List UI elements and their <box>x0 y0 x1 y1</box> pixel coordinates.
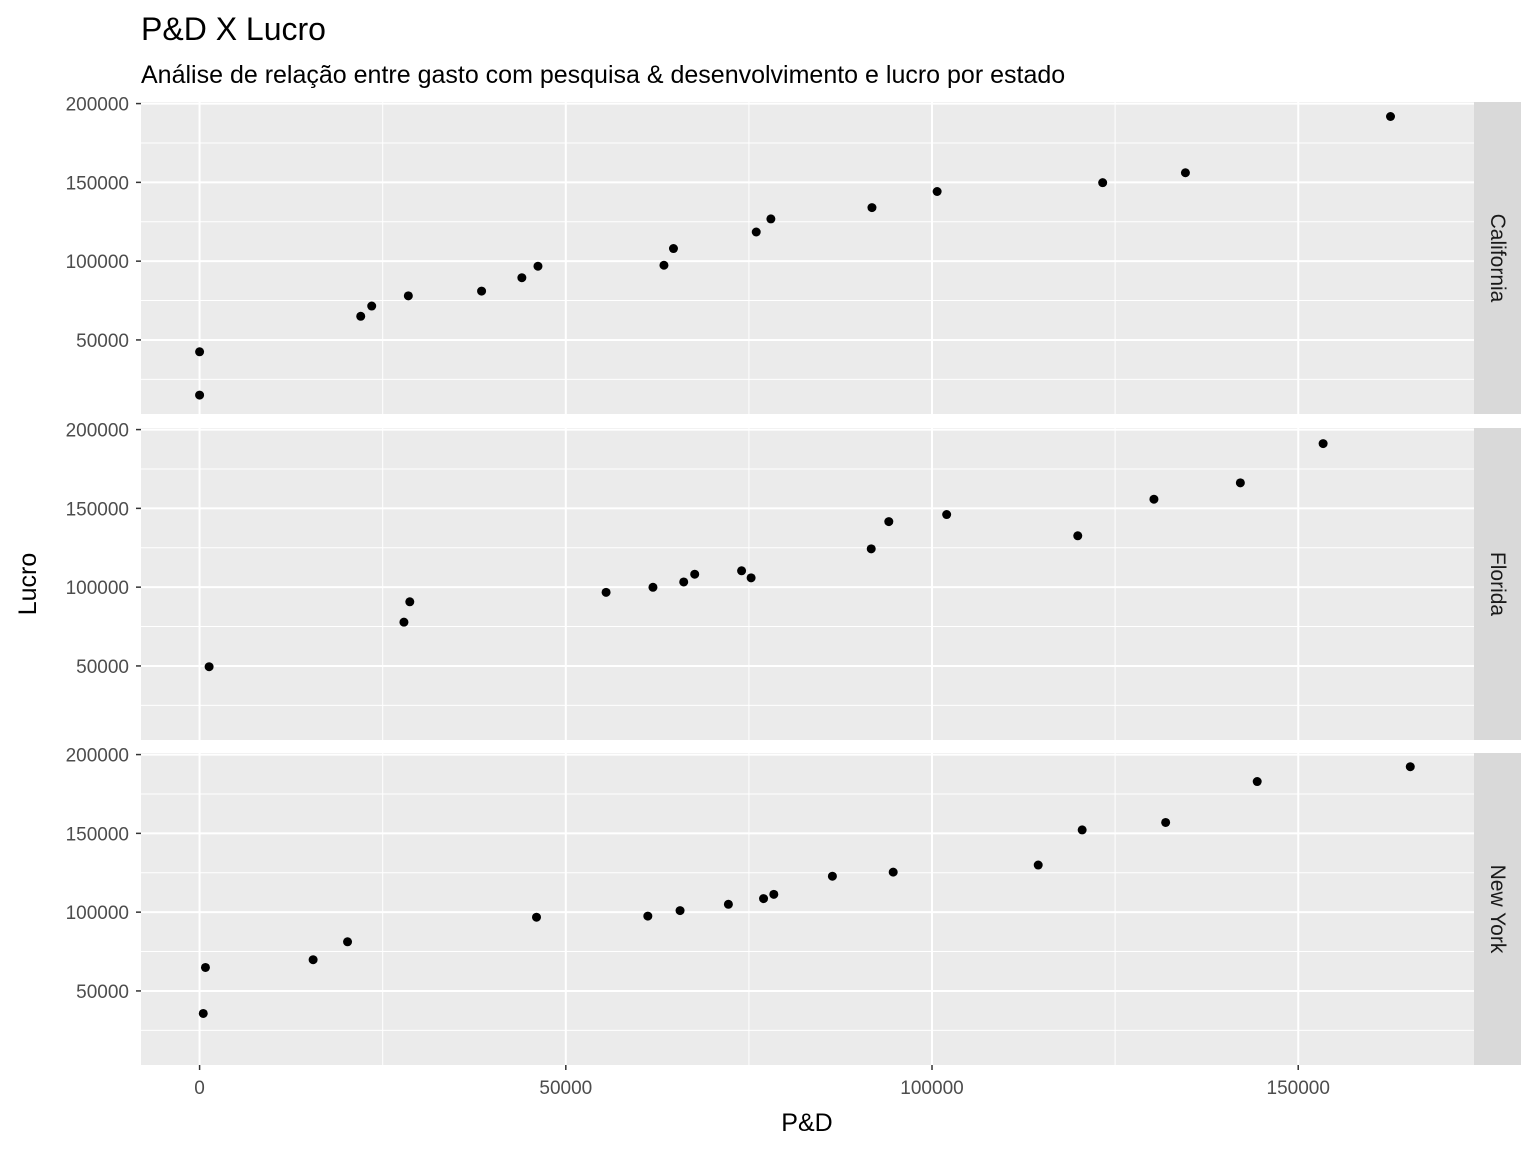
data-point <box>195 390 205 400</box>
panel-background <box>141 428 1474 740</box>
chart-title: P&D X Lucro <box>141 11 326 47</box>
facet-strip-label-florida: Florida <box>1486 552 1509 617</box>
data-point <box>1180 168 1190 178</box>
data-point <box>769 889 779 899</box>
x-axis: 0 50000 100000 150000 <box>194 1065 1330 1099</box>
data-point <box>405 597 415 607</box>
data-point <box>477 286 487 296</box>
data-point <box>1318 439 1328 449</box>
data-point <box>759 894 769 904</box>
facet-panel-florida: 50000 100000 150000 200000 Florida <box>66 421 1521 740</box>
facet-strip-label-california: California <box>1486 214 1509 303</box>
panel-background <box>141 753 1474 1065</box>
panel-plot-area <box>141 753 1474 1065</box>
facet-strip-label-new-york: New York <box>1486 865 1509 954</box>
facet-panels: 50000 100000 150000 200000 California 50000 10… <box>66 95 1521 1065</box>
x-tick-label: 100000 <box>900 1078 963 1099</box>
data-point <box>356 311 366 321</box>
data-point <box>200 962 210 972</box>
data-point <box>751 227 761 237</box>
data-point <box>866 544 876 554</box>
chart-subtitle: Análise de relação entre gasto com pesqu… <box>141 61 1065 89</box>
y-tick-label: 50000 <box>76 982 129 1003</box>
y-tick-label: 100000 <box>66 903 129 924</box>
data-point <box>1098 178 1108 188</box>
data-point <box>601 587 611 597</box>
data-point <box>195 347 205 357</box>
data-point <box>746 573 756 583</box>
data-point <box>1235 478 1245 488</box>
y-tick-label: 150000 <box>66 824 129 845</box>
data-point <box>1149 494 1159 504</box>
data-point <box>827 871 837 881</box>
y-tick-label: 200000 <box>66 421 129 442</box>
data-point <box>942 510 952 520</box>
y-tick-label: 50000 <box>76 331 129 352</box>
y-tick-label: 50000 <box>76 657 129 678</box>
data-point <box>766 214 776 224</box>
data-point <box>723 899 733 909</box>
data-point <box>1252 777 1262 787</box>
data-point <box>1077 825 1087 835</box>
data-point <box>643 911 653 921</box>
y-tick-label: 150000 <box>66 173 129 194</box>
data-point <box>367 301 377 311</box>
data-point <box>399 617 409 627</box>
data-point <box>1073 531 1083 541</box>
data-point <box>1033 860 1043 870</box>
data-point <box>867 203 877 213</box>
y-tick-label: 100000 <box>66 252 129 273</box>
data-point <box>737 566 747 576</box>
data-point <box>1386 111 1396 121</box>
facet-strip <box>1474 753 1521 1065</box>
y-tick-label: 200000 <box>66 95 129 116</box>
x-axis-title: P&D <box>781 1109 832 1137</box>
data-point <box>1161 817 1171 827</box>
data-point <box>888 867 898 877</box>
x-tick-label: 50000 <box>539 1078 592 1099</box>
data-point <box>679 577 689 587</box>
y-tick-label: 150000 <box>66 499 129 520</box>
facet-strip <box>1474 102 1521 414</box>
facet-panel-new-york: 50000 100000 150000 200000 New York <box>66 746 1521 1065</box>
facet-strip <box>1474 428 1521 740</box>
data-point <box>343 937 353 947</box>
data-point <box>1405 762 1415 772</box>
data-point <box>198 1008 208 1018</box>
x-tick-label: 0 <box>194 1078 205 1099</box>
data-point <box>204 662 214 672</box>
data-point <box>308 955 318 965</box>
facet-panel-california: 50000 100000 150000 200000 California <box>66 95 1521 414</box>
y-tick-label: 100000 <box>66 578 129 599</box>
data-point <box>884 517 894 527</box>
data-point <box>403 291 413 301</box>
data-point <box>932 187 942 197</box>
data-point <box>675 906 685 916</box>
data-point <box>532 912 542 922</box>
panel-background <box>141 102 1474 414</box>
data-point <box>517 273 527 283</box>
data-point <box>533 261 543 271</box>
y-tick-label: 200000 <box>66 746 129 767</box>
data-point <box>690 569 700 579</box>
y-axis-title: Lucro <box>14 553 42 616</box>
x-tick-label: 150000 <box>1267 1078 1330 1099</box>
panel-plot-area <box>141 102 1474 414</box>
panel-plot-area <box>141 428 1474 740</box>
data-point <box>659 260 669 270</box>
data-point <box>648 582 658 592</box>
data-point <box>668 244 678 254</box>
